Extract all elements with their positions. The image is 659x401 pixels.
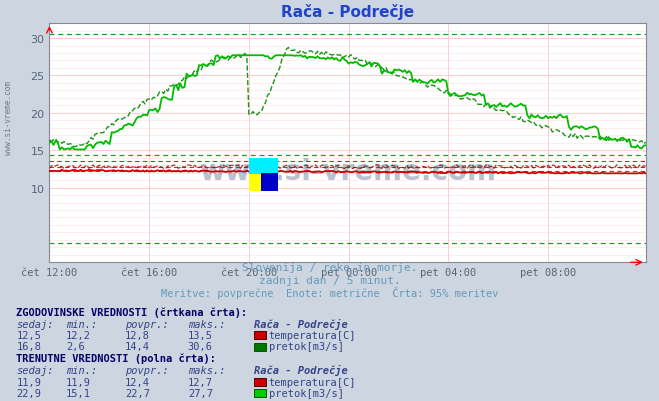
- Text: povpr.:: povpr.:: [125, 319, 169, 329]
- Text: 22,7: 22,7: [125, 388, 150, 398]
- Text: www.si-vreme.com: www.si-vreme.com: [199, 158, 496, 186]
- Text: 12,5: 12,5: [16, 330, 42, 340]
- Text: 14,4: 14,4: [125, 341, 150, 351]
- Text: ZGODOVINSKE VREDNOSTI (črtkana črta):: ZGODOVINSKE VREDNOSTI (črtkana črta):: [16, 306, 248, 317]
- Text: temperatura[C]: temperatura[C]: [269, 330, 357, 340]
- Text: 12,2: 12,2: [66, 330, 91, 340]
- Text: 22,9: 22,9: [16, 388, 42, 398]
- Text: temperatura[C]: temperatura[C]: [269, 377, 357, 387]
- Text: TRENUTNE VREDNOSTI (polna črta):: TRENUTNE VREDNOSTI (polna črta):: [16, 353, 216, 363]
- Text: povpr.:: povpr.:: [125, 365, 169, 375]
- Text: 30,6: 30,6: [188, 341, 213, 351]
- Text: sedaj:: sedaj:: [16, 365, 54, 375]
- Title: Rača - Podrečje: Rača - Podrečje: [281, 4, 415, 20]
- Text: Meritve: povprečne  Enote: metrične  Črta: 95% meritev: Meritve: povprečne Enote: metrične Črta:…: [161, 286, 498, 298]
- Bar: [260, 173, 278, 192]
- Text: pretok[m3/s]: pretok[m3/s]: [269, 388, 344, 398]
- Text: 27,7: 27,7: [188, 388, 213, 398]
- Text: min.:: min.:: [66, 319, 97, 329]
- Text: min.:: min.:: [66, 365, 97, 375]
- Text: zadnji dan / 5 minut.: zadnji dan / 5 minut.: [258, 275, 401, 286]
- Text: 13,5: 13,5: [188, 330, 213, 340]
- Bar: [249, 158, 278, 175]
- Text: 16,8: 16,8: [16, 341, 42, 351]
- Text: sedaj:: sedaj:: [16, 319, 54, 329]
- Bar: [249, 158, 278, 192]
- Text: 12,7: 12,7: [188, 377, 213, 387]
- Text: Rača - Podrečje: Rača - Podrečje: [254, 365, 347, 375]
- Text: 11,9: 11,9: [16, 377, 42, 387]
- Text: maks.:: maks.:: [188, 365, 225, 375]
- Text: 12,8: 12,8: [125, 330, 150, 340]
- Text: www.si-vreme.com: www.si-vreme.com: [4, 81, 13, 154]
- Text: Slovenija / reke in morje.: Slovenija / reke in morje.: [242, 263, 417, 273]
- Text: 2,6: 2,6: [66, 341, 84, 351]
- Text: 11,9: 11,9: [66, 377, 91, 387]
- Text: 15,1: 15,1: [66, 388, 91, 398]
- Text: Rača - Podrečje: Rača - Podrečje: [254, 318, 347, 329]
- Text: pretok[m3/s]: pretok[m3/s]: [269, 341, 344, 351]
- Text: maks.:: maks.:: [188, 319, 225, 329]
- Text: 12,4: 12,4: [125, 377, 150, 387]
